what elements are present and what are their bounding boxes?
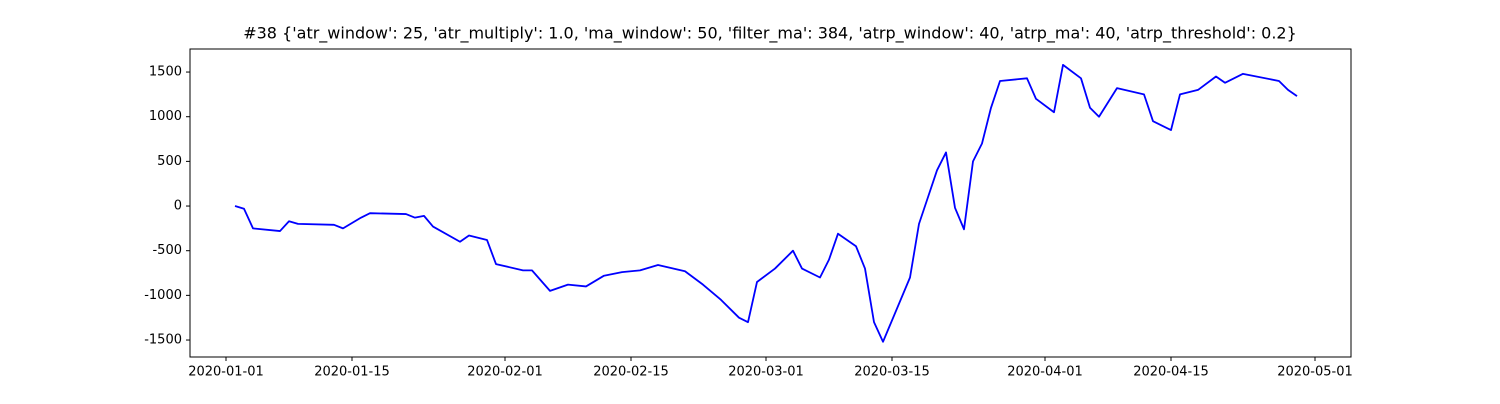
y-tick-label: 500 (157, 154, 182, 169)
y-tick-label: 1000 (149, 109, 182, 124)
x-tick-label: 2020-02-15 (593, 365, 669, 380)
x-tick-label: 2020-04-01 (1007, 365, 1083, 380)
x-tick-label: 2020-01-01 (188, 365, 264, 380)
x-tick-label: 2020-04-15 (1133, 365, 1209, 380)
chart-title: #38 {'atr_window': 25, 'atr_multiply': 1… (243, 24, 1297, 44)
y-tick-label: -1000 (144, 288, 182, 303)
line (234, 64, 1298, 343)
y-tick-label: -500 (152, 243, 182, 258)
x-tick-label: 2020-03-15 (854, 365, 930, 380)
y-tick-label: -1500 (144, 333, 182, 348)
x-tick-label: 2020-05-01 (1277, 365, 1353, 380)
plot-frame (189, 48, 1352, 358)
x-tick-label: 2020-01-15 (314, 365, 390, 380)
x-tick-label: 2020-03-01 (728, 365, 804, 380)
y-tick-label: 1500 (149, 65, 182, 80)
x-tick-label: 2020-02-01 (467, 365, 543, 380)
y-tick-label: 0 (174, 199, 182, 214)
